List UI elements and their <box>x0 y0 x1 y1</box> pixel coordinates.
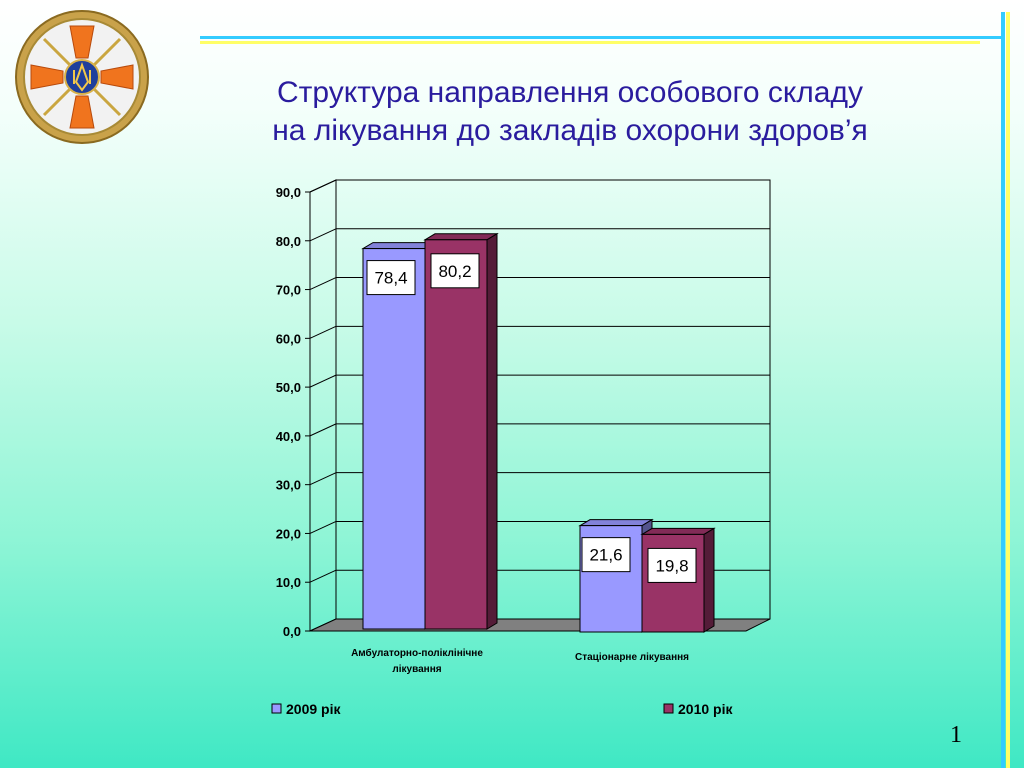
gridline-side <box>309 423 337 437</box>
gridline-side <box>309 179 337 193</box>
bar-top <box>578 519 654 527</box>
y-tick-label: 70,0 <box>276 283 301 298</box>
chart-side-wall <box>309 179 337 632</box>
gridline-side <box>309 569 337 583</box>
bar-top <box>361 242 437 250</box>
y-tick-label: 60,0 <box>276 331 301 346</box>
data-label-box <box>366 260 416 296</box>
decor-line-blue <box>200 36 1002 39</box>
gridline-side <box>309 520 337 534</box>
y-tick-label: 50,0 <box>276 380 301 395</box>
gridline-side <box>309 472 337 486</box>
y-tick-label: 90,0 <box>276 185 301 200</box>
slide-title-line-1: Структура направлення особового складу <box>277 76 863 109</box>
decor-line-yellow <box>200 41 980 44</box>
y-tick-label: 40,0 <box>276 429 301 444</box>
data-label-box <box>647 547 697 583</box>
data-label-box <box>430 253 480 289</box>
slide-title: Структура направлення особового складу н… <box>200 74 940 150</box>
y-tick-label: 80,0 <box>276 234 301 249</box>
bar-side <box>486 232 498 630</box>
legend-label: 2010 рік <box>678 701 733 717</box>
y-tick-label: 0,0 <box>283 624 301 639</box>
x-category-label: Амбулаторно-поліклінічне <box>351 647 483 659</box>
legend-swatch <box>663 703 674 714</box>
gridline-side <box>309 374 337 388</box>
y-tick-label: 10,0 <box>276 575 301 590</box>
x-category-label: Стаціонарне лікування <box>575 652 689 663</box>
data-label: 80,2 <box>438 262 471 281</box>
bar <box>362 248 426 630</box>
bar-top <box>640 527 716 535</box>
y-tick-label: 20,0 <box>276 526 301 541</box>
gridline-side <box>309 228 337 242</box>
data-label-box <box>581 537 631 573</box>
data-label: 21,6 <box>589 546 622 565</box>
decor-line-vertical-yellow <box>1006 12 1010 768</box>
emergency-service-emblem-icon <box>15 10 149 144</box>
legend-label: 2009 рік <box>286 701 341 717</box>
gridline-side <box>309 325 337 339</box>
decor-line-vertical-blue <box>1001 12 1005 768</box>
legend-swatch <box>271 703 282 714</box>
x-category-label: лікування <box>392 664 441 675</box>
data-label: 78,4 <box>374 269 407 288</box>
page-number: 1 <box>950 722 962 748</box>
bar <box>424 239 488 630</box>
bar-side <box>703 527 715 633</box>
bar-top <box>423 233 499 241</box>
gridline-side <box>309 277 337 291</box>
y-tick-label: 30,0 <box>276 478 301 493</box>
slide-title-line-2: на лікування до закладів охорони здоров’… <box>272 114 868 147</box>
data-label: 19,8 <box>655 556 688 575</box>
